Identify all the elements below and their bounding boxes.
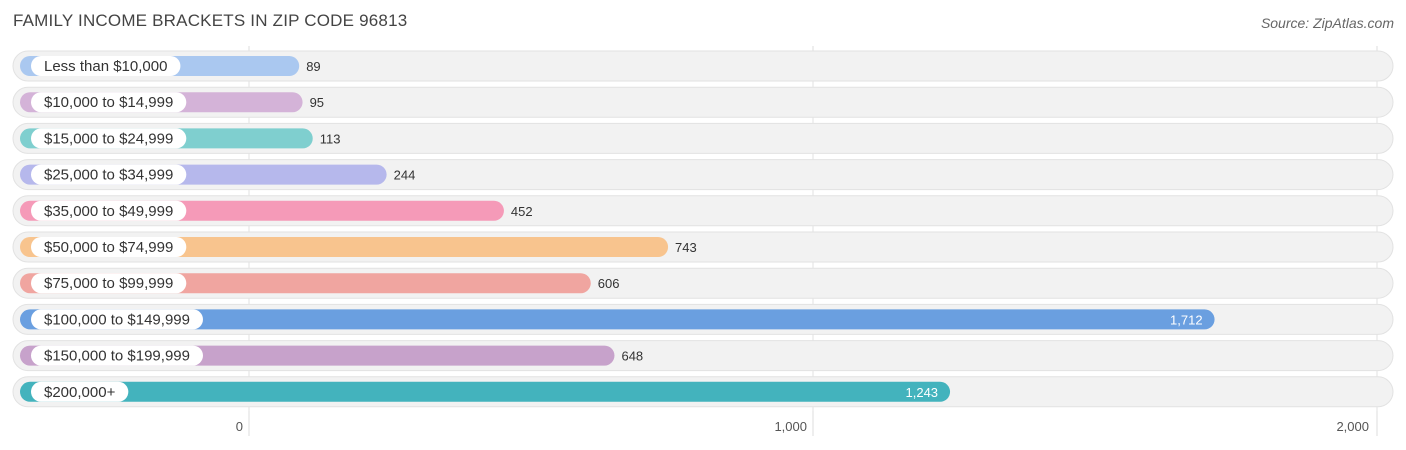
category-pill	[31, 164, 187, 185]
tick-layer: 0 1,000 2,000	[236, 419, 1369, 434]
tick-label: 2,000	[1336, 419, 1369, 434]
category-label: $35,000 to $49,999	[44, 203, 173, 220]
category-pill	[31, 56, 181, 76]
category-pill	[31, 237, 187, 257]
category-pill	[31, 200, 187, 221]
bar-row: $75,000 to $99,999 606	[12, 267, 1394, 299]
value-label: 743	[675, 240, 697, 255]
row-track	[12, 50, 1394, 82]
value-label: 113	[320, 131, 341, 146]
category-label: $75,000 to $99,999	[44, 275, 173, 292]
value-label: 606	[598, 276, 620, 291]
value-label: 89	[306, 59, 320, 74]
source-note: Source: ZipAtlas.com	[1260, 15, 1394, 31]
category-pill	[31, 381, 129, 402]
value-label: 95	[310, 95, 324, 110]
category-pill	[31, 92, 187, 113]
tick-label: 0	[236, 419, 243, 434]
row-track	[12, 86, 1394, 118]
value-label: 648	[621, 349, 643, 364]
bar-row: $15,000 to $24,999 113	[12, 122, 1394, 154]
value-label: 1,712	[1170, 312, 1203, 327]
bar-row: $10,000 to $14,999 95	[12, 86, 1394, 118]
category-label: $150,000 to $199,999	[44, 348, 190, 365]
category-label: $200,000+	[44, 384, 116, 401]
bar-row: $35,000 to $49,999 452	[12, 195, 1394, 227]
bar	[20, 309, 1215, 330]
rows-layer: Less than $10,000 89$10,000 to $14,999 95$…	[12, 50, 1394, 411]
category-pill	[31, 345, 203, 366]
bar-row: $100,000 to $149,999 1,712	[12, 303, 1394, 335]
bar-row: $50,000 to $74,999 743	[12, 231, 1394, 263]
category-label: $10,000 to $14,999	[44, 94, 173, 111]
bar-row: $150,000 to $199,999 648	[12, 340, 1394, 372]
tick-label: 1,000	[774, 419, 807, 434]
category-label: $25,000 to $34,999	[44, 167, 173, 184]
category-label: $15,000 to $24,999	[44, 130, 173, 147]
category-pill	[31, 273, 187, 294]
value-label: 244	[394, 168, 416, 183]
bar	[20, 381, 951, 402]
bar-row: Less than $10,000 89	[12, 50, 1394, 82]
bar-row: $25,000 to $34,999 244	[12, 159, 1394, 191]
category-pill	[31, 309, 203, 330]
category-label: $100,000 to $149,999	[44, 311, 190, 328]
category-label: $50,000 to $74,999	[44, 239, 173, 256]
row-track	[12, 122, 1394, 154]
value-label: 1,243	[906, 385, 939, 400]
bar-row: $200,000+ 1,243	[12, 376, 1394, 408]
value-label: 452	[511, 204, 533, 219]
chart-title: FAMILY INCOME BRACKETS IN ZIP CODE 96813	[13, 11, 408, 30]
category-pill	[31, 128, 187, 149]
category-label: Less than $10,000	[44, 58, 167, 75]
